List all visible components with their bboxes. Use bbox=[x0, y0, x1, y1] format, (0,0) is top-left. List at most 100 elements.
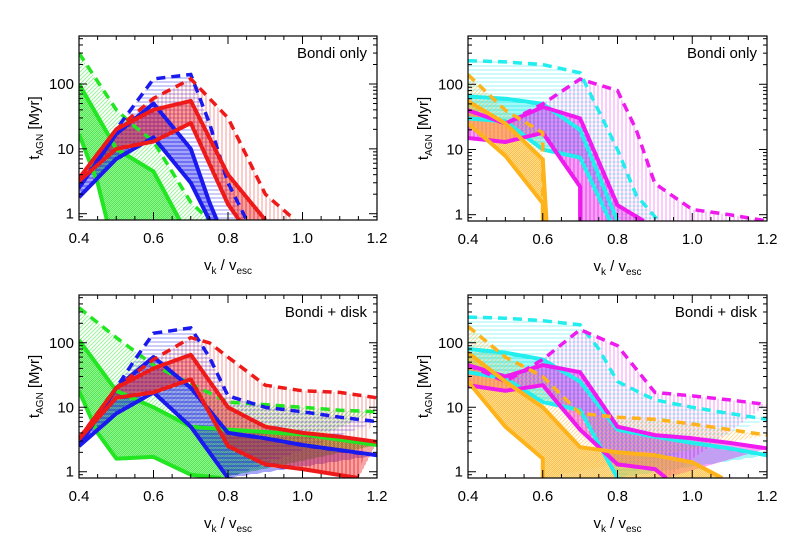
x-tick-label: 1.0 bbox=[682, 231, 703, 248]
label-part: v bbox=[204, 515, 212, 532]
series-3-lower-line bbox=[468, 121, 545, 221]
x-tick-label: 0.4 bbox=[69, 488, 90, 505]
y-tick-label: 10 bbox=[446, 399, 463, 416]
series-1-lower-line bbox=[79, 133, 109, 220]
label-part: k bbox=[601, 267, 607, 278]
series-2-core-fill bbox=[468, 365, 767, 478]
label-part: AGN bbox=[424, 392, 435, 414]
x-tick-label: 0.4 bbox=[458, 488, 479, 505]
series-3-upper-line bbox=[79, 352, 377, 444]
x-tick-label: 0.6 bbox=[143, 488, 164, 505]
x-tick-label: 0.8 bbox=[218, 230, 239, 247]
x-tick-label: 0.4 bbox=[69, 230, 90, 247]
label-part: [Myr] bbox=[26, 355, 43, 393]
series-1-core-fill bbox=[79, 84, 180, 220]
series-2-dashed-line bbox=[79, 72, 249, 220]
plot-area bbox=[468, 58, 767, 221]
series-1-dashed-line bbox=[79, 306, 377, 414]
series-3-upper-line bbox=[79, 98, 267, 220]
panel-annotation: Bondi + disk bbox=[675, 304, 758, 321]
label-part: AGN bbox=[35, 134, 46, 156]
x-tick-label: 1.2 bbox=[367, 488, 388, 505]
x-tick-label: 1.2 bbox=[367, 230, 388, 247]
x-tick-label: 1.2 bbox=[757, 488, 778, 505]
y-tick-label: 100 bbox=[49, 76, 74, 93]
y-tick-label: 10 bbox=[57, 399, 74, 416]
panel-annotation: Bondi + disk bbox=[285, 304, 368, 321]
panel-annotation: Bondi only bbox=[297, 45, 368, 62]
y-tick-label: 100 bbox=[49, 335, 74, 352]
label-part: v bbox=[593, 258, 601, 275]
x-tick-label: 1.2 bbox=[757, 231, 778, 248]
series-3-upper-line bbox=[468, 99, 549, 221]
x-axis-label: vk / vesc bbox=[593, 515, 641, 535]
plot-area bbox=[79, 306, 377, 478]
x-axis-label: vk / vesc bbox=[204, 515, 252, 535]
label-part: / v bbox=[216, 257, 237, 274]
series-3-upper-line bbox=[468, 351, 724, 478]
label-part: k bbox=[601, 524, 607, 535]
label-part: v bbox=[593, 515, 601, 532]
series-3-lower-line bbox=[79, 377, 359, 478]
y-tick-label: 1 bbox=[455, 207, 463, 224]
label-part: esc bbox=[236, 524, 252, 535]
y-tick-label: 100 bbox=[438, 76, 463, 93]
series-2-lower-line bbox=[79, 135, 212, 220]
label-part: t bbox=[26, 155, 43, 160]
series-1-lower-line bbox=[468, 370, 620, 478]
series-2-dashed-line bbox=[468, 327, 767, 407]
plot-area bbox=[468, 315, 767, 478]
label-part: esc bbox=[626, 267, 642, 278]
y-axis-label: tAGN [Myr] bbox=[26, 96, 46, 159]
series-3-dashed-line bbox=[79, 335, 377, 440]
series-3-dashed-line bbox=[468, 324, 767, 437]
series-3-range-fill bbox=[79, 78, 295, 220]
x-tick-label: 0.8 bbox=[218, 488, 239, 505]
panel-4: 0.4 0.6 0.8 1.0 1.2 1 10 100 Bondi + disk vk / ve… bbox=[415, 294, 778, 535]
label-part: t bbox=[415, 413, 432, 418]
series-2-upper-line bbox=[79, 101, 219, 220]
label-part: esc bbox=[626, 524, 642, 535]
x-tick-label: 1.0 bbox=[682, 488, 703, 505]
series-1-upper-line bbox=[468, 347, 767, 458]
y-tick-label: 100 bbox=[438, 335, 463, 352]
series-3-core-fill bbox=[79, 100, 266, 220]
label-part: AGN bbox=[35, 392, 46, 414]
label-part: / v bbox=[606, 258, 627, 275]
label-part: [Myr] bbox=[415, 355, 432, 393]
label-part: / v bbox=[606, 515, 627, 532]
x-tick-label: 0.8 bbox=[607, 231, 628, 248]
label-part: t bbox=[26, 413, 43, 418]
series-2-upper-line bbox=[468, 363, 767, 451]
panel-1: 0.4 0.6 0.8 1.0 1.2 1 10 100 Bondi only vk / vesc… bbox=[26, 35, 388, 277]
label-part: k bbox=[211, 524, 217, 535]
series-1-lower-line bbox=[79, 389, 221, 478]
series-1-upper-line bbox=[79, 83, 182, 220]
x-tick-label: 1.0 bbox=[292, 230, 313, 247]
label-part: k bbox=[211, 266, 217, 277]
label-part: / v bbox=[216, 515, 237, 532]
x-tick-label: 0.6 bbox=[143, 230, 164, 247]
label-part: [Myr] bbox=[415, 97, 432, 135]
x-tick-label: 0.4 bbox=[458, 231, 479, 248]
series-2-lower-line bbox=[468, 383, 668, 478]
y-axis-label: tAGN [Myr] bbox=[415, 97, 435, 160]
label-part: v bbox=[204, 257, 212, 274]
series-2-dashed-line bbox=[79, 326, 377, 448]
y-axis-label: tAGN [Myr] bbox=[415, 355, 435, 418]
y-tick-label: 10 bbox=[57, 141, 74, 158]
label-part: [Myr] bbox=[26, 96, 43, 134]
label-part: esc bbox=[236, 266, 252, 277]
series-3-lower-line bbox=[79, 121, 241, 220]
y-axis-label: tAGN [Myr] bbox=[26, 355, 46, 418]
x-tick-label: 0.6 bbox=[532, 488, 553, 505]
x-tick-label: 1.0 bbox=[292, 488, 313, 505]
label-part: t bbox=[415, 155, 432, 160]
panel-annotation: Bondi only bbox=[687, 45, 758, 62]
plot-area bbox=[79, 52, 297, 220]
label-part: AGN bbox=[424, 134, 435, 156]
series-1-dashed-line bbox=[468, 58, 660, 221]
x-axis-label: vk / vesc bbox=[204, 257, 252, 277]
x-axis-label: vk / vesc bbox=[593, 258, 641, 278]
